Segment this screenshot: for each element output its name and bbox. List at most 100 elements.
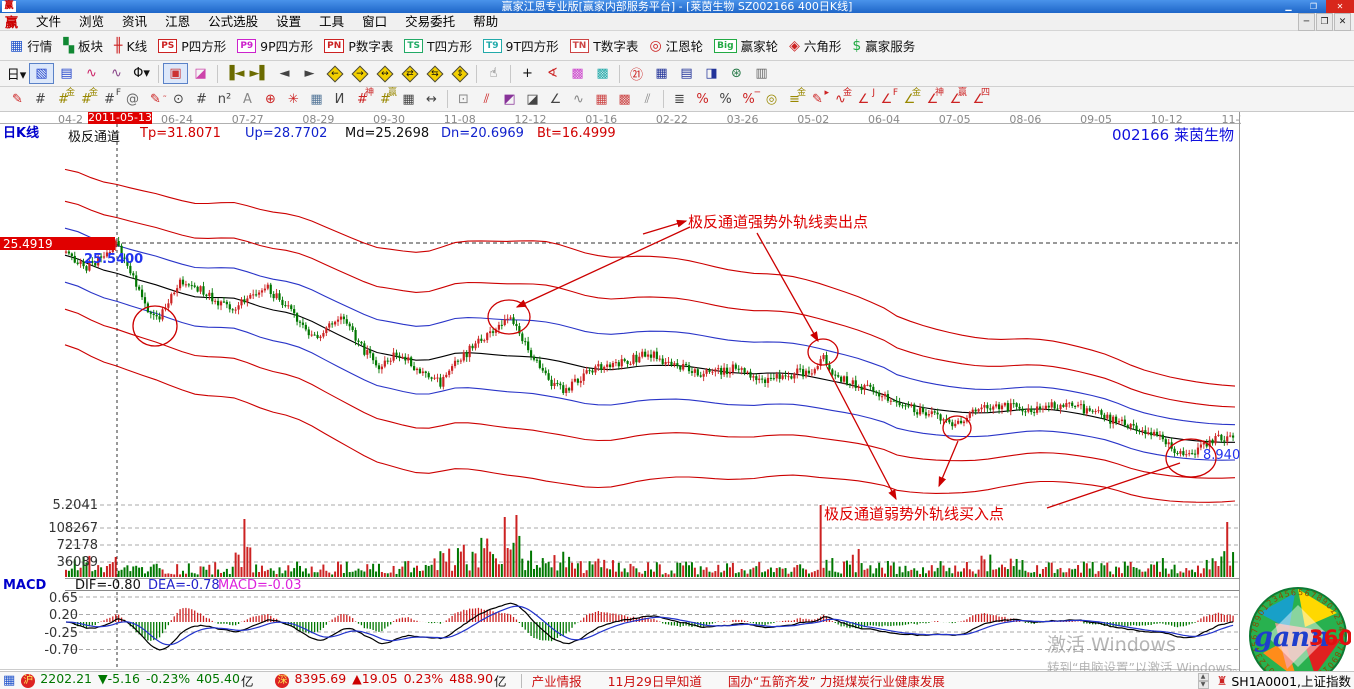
win-angle-tool[interactable]: ∠ 赢 <box>949 87 967 107</box>
hexagon-button[interactable]: ◈ 六角形 <box>785 34 848 57</box>
crosshair-button[interactable]: + <box>522 66 533 81</box>
news-scroll-spinner[interactable]: ▲ ▼ <box>1197 672 1209 689</box>
quotes-button[interactable]: ▦ 行情 <box>6 34 59 57</box>
candle-type-button[interactable]: Φ▾ <box>133 66 150 81</box>
win-grid-tool[interactable]: # 赢 <box>380 87 397 107</box>
kline-period-button[interactable]: 日▾ <box>6 68 27 83</box>
percent-line-tool[interactable]: % <box>696 91 709 107</box>
angle-tool-button[interactable]: ∢ <box>547 66 558 81</box>
grid-red2-tool[interactable]: ▩ <box>618 91 631 107</box>
fan-lines-tool[interactable]: ⫽ <box>483 91 490 107</box>
nav-prev-button[interactable]: ◄ <box>279 66 290 81</box>
menu-item-10[interactable]: 帮助 <box>473 14 499 29</box>
pencil-tool[interactable]: ✎ <box>12 91 23 107</box>
p-table-button[interactable]: PN P数字表 <box>320 34 400 57</box>
zigzag-tool[interactable]: ∿ <box>573 91 584 107</box>
angle-a-tool[interactable]: A <box>243 91 252 107</box>
four-angle-tool[interactable]: ∠ 四 <box>972 87 990 107</box>
gold-angle-tool[interactable]: ∠ 金 <box>903 87 921 107</box>
width-measure-tool[interactable]: ↔ <box>426 91 437 107</box>
hand-tool-button[interactable]: ☝ <box>489 66 498 81</box>
gold-ratio-ruler-tool[interactable]: # 金 <box>58 87 75 107</box>
f-angle-tool[interactable]: ∠ F <box>880 87 898 107</box>
grid-123-tool[interactable]: ▦ <box>402 91 415 107</box>
scroll-down-icon[interactable]: ▼ <box>1197 680 1209 689</box>
shanghai-index-group[interactable]: 2202.21 ▼-5.16 -0.23% 405.40 亿 <box>40 671 253 689</box>
menu-item-1[interactable]: 文件 <box>36 14 62 29</box>
save-icon[interactable]: ◨ <box>705 66 718 81</box>
percent-gold-tool[interactable]: % ─ <box>742 87 760 107</box>
gann-circle-tool[interactable]: ⊙ <box>173 91 184 107</box>
kline-chart-canvas[interactable] <box>0 112 1354 671</box>
menu-item-5[interactable]: 公式选股 <box>208 14 259 29</box>
9t-square-button[interactable]: T9 9T四方形 <box>479 34 566 57</box>
menu-item-8[interactable]: 窗口 <box>362 14 388 29</box>
news-item-3[interactable]: 国办“五箭齐发” 力挺煤炭行业健康发展 <box>727 674 945 689</box>
mdi-minimize-button[interactable]: ─ <box>1298 12 1315 31</box>
mdi-close-button[interactable]: ✕ <box>1334 12 1351 31</box>
measure-brush-tool[interactable]: ✎ ˷ <box>150 87 167 107</box>
zoom-right-diamond-button[interactable]: → <box>347 63 372 84</box>
notes-icon[interactable]: ▤ <box>680 66 693 81</box>
wave-9-icon[interactable]: ∿ <box>111 66 122 81</box>
flag-brush-tool[interactable]: ✎ ▸ <box>812 87 829 107</box>
menu-item-6[interactable]: 设置 <box>276 14 302 29</box>
volume-profile-icon[interactable]: ◪ <box>194 66 207 81</box>
grid-red-tool[interactable]: ▦ <box>595 91 608 107</box>
news-item-1[interactable]: 产业情报 <box>531 674 582 689</box>
zoom-left-diamond-button[interactable]: ← <box>322 63 347 84</box>
gold-circle-tool[interactable]: ◎ <box>765 91 778 107</box>
self-stock-icon[interactable]: ▧ <box>29 63 54 84</box>
star-web-tool[interactable]: ✳ <box>288 91 299 107</box>
compass-cross-tool[interactable]: ⊕ <box>265 91 276 107</box>
kline-button[interactable]: ╫ K线 <box>110 34 154 57</box>
t-table-button[interactable]: TN T数字表 <box>566 34 646 57</box>
winner-wheel-button[interactable]: Big 赢家轮 <box>710 34 785 57</box>
news-item-2[interactable]: 11月29日早知道 <box>607 674 702 689</box>
scroll-up-icon[interactable]: ▲ <box>1197 672 1209 681</box>
menu-item-4[interactable]: 江恩 <box>165 14 191 29</box>
mdi-restore-button[interactable]: ❐ <box>1316 12 1333 31</box>
kline-window-icon[interactable]: ▣ <box>163 63 188 84</box>
calendar-icon[interactable]: ㉑ <box>629 68 643 83</box>
menu-item-2[interactable]: 浏览 <box>79 14 105 29</box>
fibonacci-ruler-tool[interactable]: # F <box>104 87 121 107</box>
gann-wheel-button[interactable]: ◎ 江恩轮 <box>645 34 710 57</box>
shenzhen-index-group[interactable]: 8395.69 ▲19.05 0.23% 488.90 亿 <box>294 671 506 689</box>
sectors-button[interactable]: ▚ 板块 <box>59 34 110 57</box>
shen-angle-tool[interactable]: ∠ 神 <box>926 87 944 107</box>
zoom-compress-diamond-button[interactable]: ⇄ <box>397 63 422 84</box>
gold-line-tool[interactable]: ≡ 金 <box>789 87 806 107</box>
nav-first-button[interactable]: ▐◄ <box>224 66 245 81</box>
j-angle-tool[interactable]: ∠ J <box>857 87 875 107</box>
fan-box-tool[interactable]: ◩ <box>503 91 516 107</box>
spiral-tool[interactable]: @ <box>126 91 139 107</box>
t-square-button[interactable]: TS T四方形 <box>400 34 479 57</box>
current-index-label[interactable]: SH1A0001,上证指数 <box>1231 674 1351 689</box>
menu-item-3[interactable]: 资讯 <box>122 14 148 29</box>
calculator-icon[interactable]: ▦ <box>655 66 668 81</box>
shen-grid-tool[interactable]: # 神 <box>357 87 374 107</box>
wave-3-icon[interactable]: ∿ <box>86 66 97 81</box>
chart-area[interactable]: 04-2 06-24 07-27 08-29 09-30 11-08 12-12 01-16 0… <box>0 112 1354 671</box>
trend-angle-tool[interactable]: ∠ <box>549 91 562 107</box>
gann-box-pink-icon[interactable]: ▩ <box>571 66 584 81</box>
nav-next-button[interactable]: ► <box>304 66 315 81</box>
fan-box2-tool[interactable]: ◪ <box>526 91 539 107</box>
window-maximize-button[interactable]: ❐ <box>1309 2 1318 11</box>
menu-item-7[interactable]: 工具 <box>319 14 345 29</box>
world-clock-icon[interactable]: ⊛ <box>731 66 742 81</box>
info-list-icon[interactable]: ▤ <box>60 66 73 81</box>
time-ruler-tool[interactable]: # <box>35 91 46 107</box>
zoom-in-diamond-button[interactable]: ⇆ <box>422 63 447 84</box>
wave-gold-tool[interactable]: ∿ 金 <box>835 87 852 107</box>
gold-ratio-ruler2-tool[interactable]: # 金 <box>81 87 98 107</box>
box-measure-tool[interactable]: ⊡ <box>458 91 469 107</box>
tick-ruler2-tool[interactable]: # <box>196 91 207 107</box>
window-minimize-button[interactable]: ▁ <box>1285 2 1292 11</box>
grid-web-tool[interactable]: ▦ <box>310 91 323 107</box>
n-square-tool[interactable]: n² <box>217 91 232 107</box>
nav-last-button[interactable]: ►▌ <box>249 66 270 81</box>
zoom-out-diamond-button[interactable]: ⇕ <box>447 63 472 84</box>
zoom-expand-diamond-button[interactable]: ↔ <box>372 63 397 84</box>
